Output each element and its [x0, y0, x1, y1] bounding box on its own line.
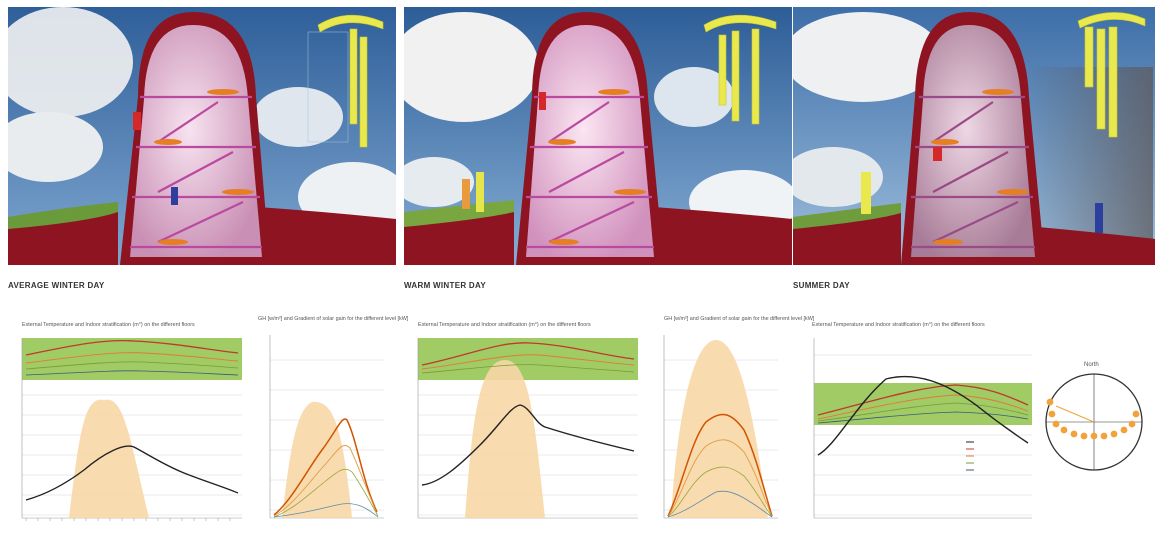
stratification-chart [417, 338, 638, 519]
chart-title-stratification-average: External Temperature and Indoor stratifi… [22, 322, 195, 328]
chart-title-stratification-warm: External Temperature and Indoor stratifi… [418, 322, 591, 328]
stratification-chart [21, 338, 242, 521]
solar-radiation-area [69, 399, 149, 518]
chart-stratification-summer [806, 335, 1036, 535]
section-caption-summer: SUMMER DAY [793, 281, 850, 290]
section-render-average-winter [8, 7, 396, 265]
solar-gain-chart [269, 335, 384, 519]
sun-path-diagram [1034, 372, 1156, 472]
chart-stratification-average [14, 335, 246, 535]
external-temperature-curve [25, 445, 239, 501]
chart-stratification-warm [410, 335, 642, 535]
sun-path-svg [1045, 373, 1143, 471]
section-render-summer [793, 7, 1155, 265]
chart-title-solar-gain-average: GH [w/m²] and Gradient of solar gain for… [258, 316, 409, 322]
chart-title-solar-gain-warm: GH [w/m²] and Gradient of solar gain for… [664, 316, 815, 322]
solar-gain-chart [663, 335, 778, 519]
chart-title-stratification-summer: External Temperature and Indoor stratifi… [812, 322, 985, 328]
chart-solar-gain-average [262, 330, 392, 535]
chart-solar-gain-warm [656, 330, 786, 535]
section-caption-average-winter: AVERAGE WINTER DAY [8, 281, 105, 290]
building-section-illustration [793, 7, 1155, 265]
building-section-illustration [8, 7, 396, 265]
section-caption-warm-winter: WARM WINTER DAY [404, 281, 486, 290]
stratification-chart [813, 338, 1032, 519]
section-render-warm-winter [404, 7, 792, 265]
building-section-illustration [404, 7, 792, 265]
sun-diagram-north-label: North [1084, 362, 1099, 368]
